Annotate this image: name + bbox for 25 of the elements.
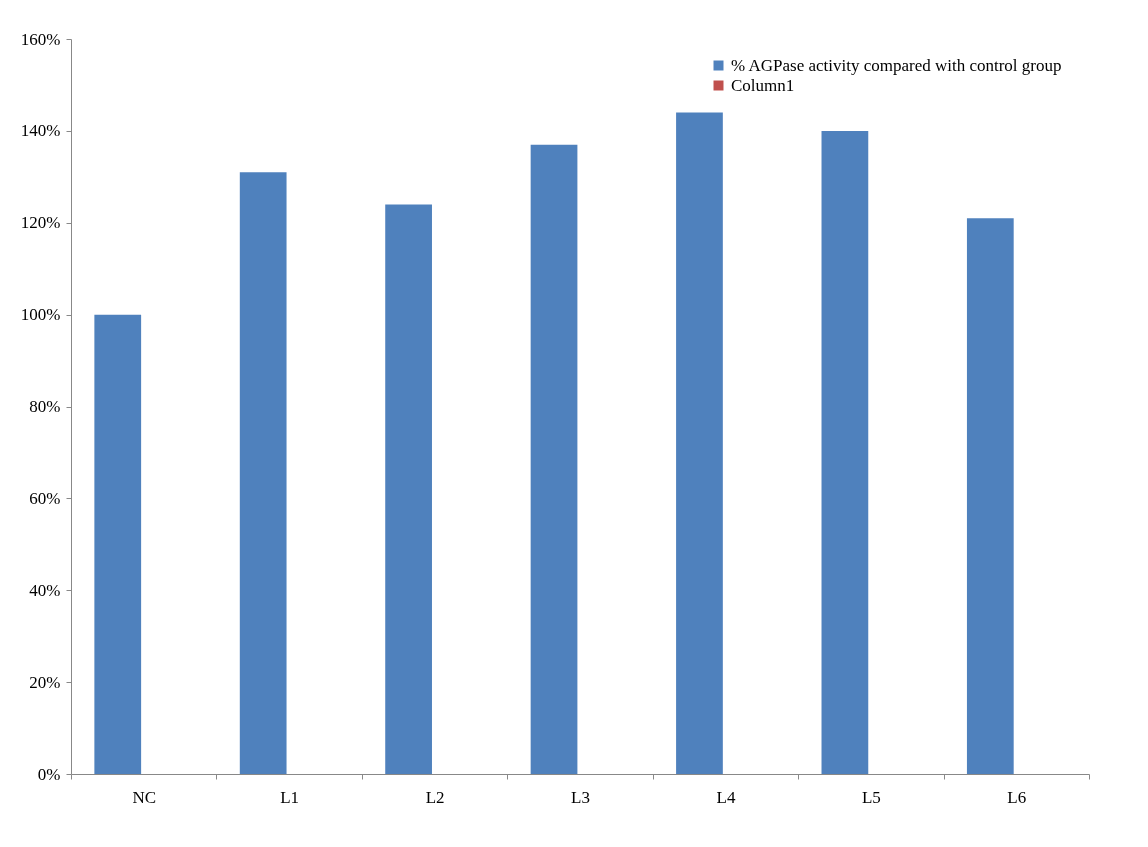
y-tick-label: 60%	[29, 488, 61, 508]
bar	[94, 314, 142, 774]
x-tick-label: L6	[1007, 787, 1027, 807]
y-tick-label: 100%	[20, 305, 61, 325]
x-tick-label: L2	[425, 787, 445, 807]
y-tick-label: 40%	[29, 580, 61, 600]
y-tick-label: 80%	[29, 397, 61, 416]
bar	[676, 112, 723, 774]
legend-label: % AGPase activity compared with control group	[731, 55, 1062, 75]
x-tick-label: L3	[571, 787, 590, 807]
y-tick-label: 0%	[37, 764, 61, 784]
y-tick-label: 140%	[20, 121, 61, 141]
y-tick-label: 160%	[20, 29, 61, 49]
legend-label: Column1	[731, 75, 795, 95]
bar	[385, 204, 432, 774]
x-tick-label: L5	[861, 787, 881, 807]
y-tick-label: 120%	[20, 213, 61, 233]
bar	[821, 130, 869, 774]
x-tick-label: NC	[132, 787, 157, 807]
y-tick-label: 20%	[29, 672, 61, 692]
x-tick-label: L4	[716, 787, 736, 807]
bar	[530, 144, 578, 774]
bar	[239, 172, 287, 774]
bar	[966, 218, 1014, 774]
x-tick-label: L1	[280, 787, 300, 807]
